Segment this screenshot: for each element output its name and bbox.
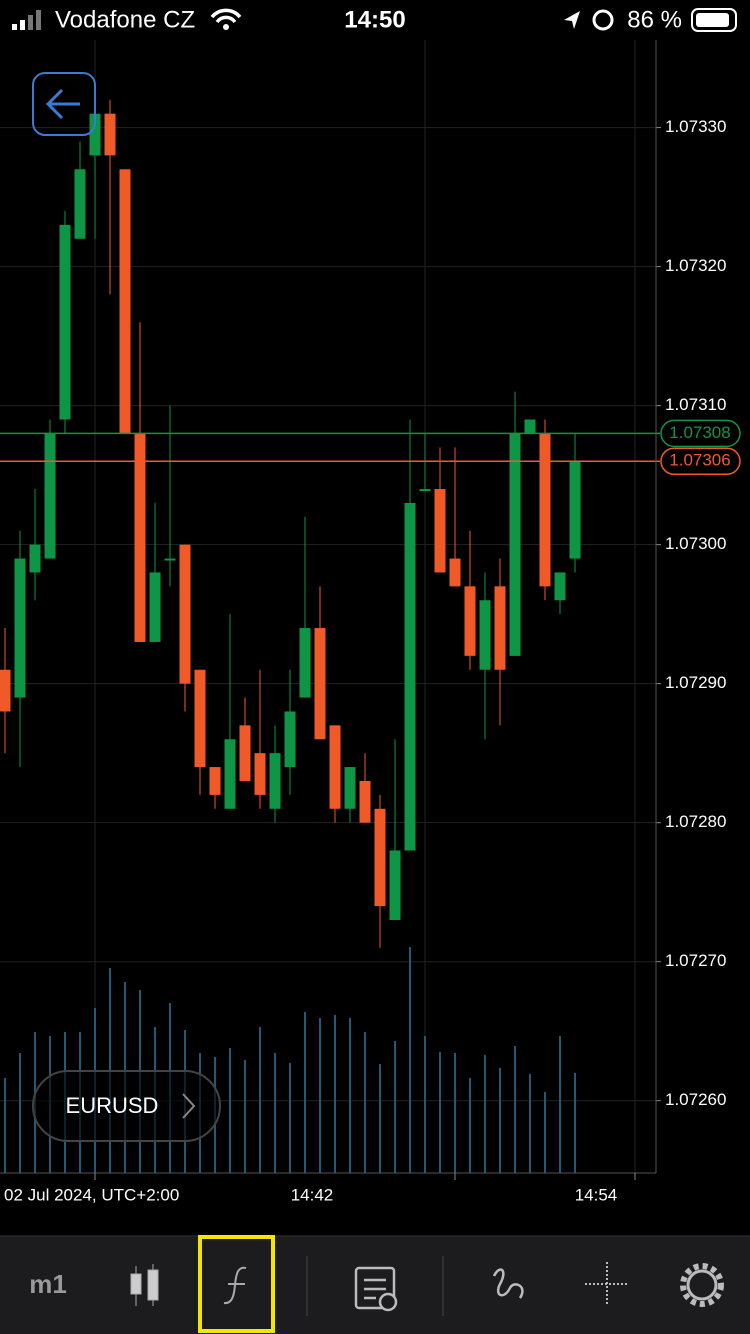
candle-body [464, 586, 476, 656]
symbol: EURUSD [66, 1093, 159, 1118]
candle-body [494, 586, 506, 670]
price-label: 1.07308 [669, 423, 730, 442]
back-arrow [45, 88, 80, 120]
y-tick-label: 1.07330 [665, 117, 726, 136]
timeframe-button[interactable]: m1 [29, 1269, 67, 1299]
price-label-box [660, 447, 741, 475]
candle-body [254, 753, 266, 795]
candle-body [239, 725, 251, 781]
candle-body [419, 489, 431, 492]
back-button[interactable] [32, 72, 96, 136]
battery-icon [691, 8, 737, 32]
candle-body [374, 808, 386, 907]
price-label: 1.07306 [669, 451, 730, 470]
x-axis-label: 14:42 [291, 1185, 334, 1204]
function-icon [223, 1266, 247, 1305]
icon-body [130, 1273, 142, 1295]
chart-type-button[interactable] [130, 1264, 159, 1306]
x-axis-label: 14:54 [575, 1185, 618, 1204]
candle-body [299, 628, 311, 698]
wifi-icon [210, 8, 242, 24]
indicators-button[interactable] [198, 1235, 275, 1333]
candle-body [209, 767, 221, 795]
x-axis-label: 02 Jul 2024, UTC+2:00 [4, 1185, 179, 1204]
candle-body [194, 669, 206, 768]
candle-body [344, 767, 356, 809]
toolbar-bg [0, 1236, 750, 1334]
candle-body [224, 739, 236, 809]
icon-body [147, 1269, 159, 1301]
candle-body [479, 600, 491, 670]
candle-body [284, 711, 296, 768]
candle-body [134, 433, 146, 642]
candle-body [14, 558, 26, 698]
y-tick-label: 1.07300 [665, 534, 726, 553]
chart: 1.07330 1.07320 1.07310 1.07300 1.07290 1.072… [0, 40, 741, 1173]
y-tick-label: 1.07290 [665, 673, 726, 692]
candle-body [539, 433, 551, 587]
symbol-pill [32, 1070, 221, 1142]
signal-bar [20, 20, 25, 30]
wifi-icon [223, 24, 229, 30]
gear-teeth [680, 1263, 724, 1307]
candle-body [104, 113, 116, 156]
candle-body [119, 169, 131, 434]
crosshair-button[interactable] [585, 1262, 629, 1306]
candle-body [389, 850, 401, 920]
back-button-frame [32, 72, 96, 136]
status-bar: Vodafone CZ 14:50 86 % [12, 6, 737, 33]
battery-percent: 86 % [627, 6, 682, 33]
candle-body [44, 433, 56, 559]
carrier: Vodafone CZ [55, 6, 195, 33]
alarm-icon [592, 9, 614, 31]
signal-bar [12, 24, 17, 30]
toolbar: m1 [0, 1235, 750, 1334]
y-tick-label: 1.07280 [665, 812, 726, 831]
candle-body [179, 544, 191, 684]
price-label-box [660, 419, 741, 448]
signal-bar [28, 15, 33, 30]
clock: 14:50 [344, 6, 405, 33]
candle-body [0, 669, 11, 712]
plus-circle [378, 1292, 398, 1312]
candle-body [434, 489, 446, 573]
candle-body [29, 544, 41, 573]
y-tick-label: 1.07320 [665, 256, 726, 275]
candle-body [509, 433, 521, 656]
gear-ring [686, 1269, 718, 1301]
y-tick-label: 1.07310 [665, 395, 726, 414]
candle-body [164, 558, 176, 561]
clipboard-lines [364, 1278, 386, 1300]
settings-button[interactable] [680, 1263, 724, 1307]
candle-body [59, 224, 71, 420]
chevron [182, 1093, 196, 1119]
location-icon [564, 11, 580, 29]
signal-bar [36, 10, 41, 30]
candle-body [569, 461, 581, 559]
battery-level [696, 13, 729, 27]
candle-body [74, 169, 86, 239]
candle-body [404, 502, 416, 851]
clipboard-icon [354, 1266, 396, 1310]
candle-body [359, 780, 371, 823]
candle-body [149, 572, 161, 642]
candle-body [329, 725, 341, 809]
candle-body [269, 753, 281, 809]
highlight-box [198, 1235, 275, 1333]
y-tick-label: 1.07260 [665, 1090, 726, 1109]
candle-body [524, 419, 536, 434]
candle-body [89, 113, 101, 156]
symbol-button[interactable]: EURUSD [32, 1070, 221, 1142]
y-tick-label: 1.07270 [665, 951, 726, 970]
orders-button[interactable] [354, 1266, 398, 1312]
draw-button[interactable] [492, 1268, 524, 1299]
candle-body [314, 628, 326, 740]
candle-body [449, 558, 461, 587]
candle-body [554, 572, 566, 601]
